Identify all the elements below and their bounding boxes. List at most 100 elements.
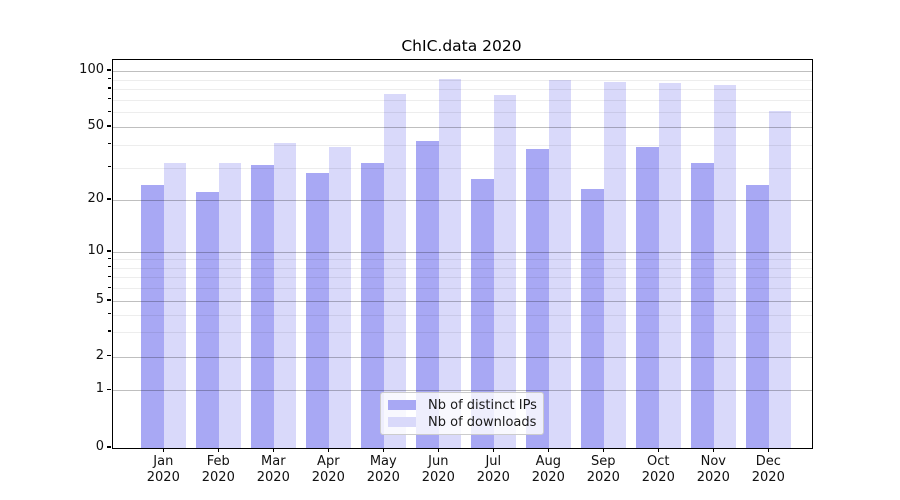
x-tick-label-aug: Aug 2020 <box>531 454 565 485</box>
y-tick-0 <box>106 446 111 448</box>
y-minor-tick-6 <box>108 286 111 288</box>
gridline-major-10 <box>113 252 812 253</box>
y-minor-tick-8 <box>108 266 111 268</box>
gridline-minor-8 <box>113 267 812 269</box>
y-minor-tick-9 <box>108 257 111 260</box>
y-minor-tick-60 <box>108 110 111 112</box>
x-tick-jun <box>437 448 439 453</box>
gridline-major-5 <box>113 301 812 302</box>
gridline-minor-9 <box>113 259 812 261</box>
y-tick-5 <box>106 299 111 301</box>
y-tick-label-20: 20 <box>87 191 104 206</box>
legend-label-downloads: Nb of downloads <box>428 414 537 430</box>
bar-ips-jul <box>471 179 495 448</box>
legend: Nb of distinct IPs Nb of downloads <box>380 392 544 435</box>
gridline-minor-7 <box>113 277 812 279</box>
x-tick-label-nov: Nov 2020 <box>696 454 730 485</box>
gridline-major-20 <box>113 200 812 201</box>
y-minor-tick-7 <box>108 275 111 277</box>
y-minor-tick-90 <box>108 77 111 80</box>
x-tick-dec <box>767 448 769 453</box>
x-tick-label-dec: Dec 2020 <box>751 454 785 485</box>
y-tick-label-0: 0 <box>95 439 104 454</box>
x-tick-label-jan: Jan 2020 <box>146 454 180 485</box>
bar-ips-aug <box>526 148 550 448</box>
x-tick-jan <box>162 448 164 453</box>
y-minor-tick-30 <box>108 166 111 168</box>
y-minor-tick-40 <box>108 143 111 145</box>
y-minor-tick-80 <box>108 87 111 89</box>
y-tick-10 <box>106 250 111 252</box>
bar-downloads-feb <box>219 162 242 448</box>
x-tick-label-apr: Apr 2020 <box>311 454 345 485</box>
x-tick-label-sep: Sep 2020 <box>586 454 620 485</box>
bar-downloads-apr <box>329 146 352 448</box>
legend-swatch-downloads <box>388 417 416 427</box>
x-tick-sep <box>602 448 604 453</box>
legend-label-distinct-ips: Nb of distinct IPs <box>428 397 537 413</box>
bar-downloads-nov <box>714 85 737 448</box>
bar-ips-nov <box>691 162 715 448</box>
plot-area <box>112 59 813 449</box>
bar-ips-feb <box>196 192 220 448</box>
gridline-minor-30 <box>113 167 812 169</box>
x-tick-aug <box>547 448 549 453</box>
bar-ips-dec <box>746 185 770 448</box>
legend-swatch-distinct-ips <box>388 400 416 410</box>
bar-ips-mar <box>251 165 275 448</box>
x-tick-label-mar: Mar 2020 <box>256 454 290 485</box>
x-tick-oct <box>657 448 659 453</box>
x-tick-label-jul: Jul 2020 <box>476 454 510 485</box>
gridline-major-100 <box>113 71 812 72</box>
x-tick-may <box>382 448 384 453</box>
chart-title: ChIC.data 2020 <box>401 37 522 55</box>
gridline-major-50 <box>113 127 812 128</box>
bar-downloads-may <box>384 94 407 448</box>
y-tick-100 <box>106 69 111 71</box>
bar-downloads-jun <box>439 78 462 448</box>
bar-ips-jun <box>416 140 440 448</box>
x-tick-feb <box>217 448 219 453</box>
x-tick-label-may: May 2020 <box>366 454 400 485</box>
y-tick-20 <box>106 198 111 200</box>
gridline-major-2 <box>113 356 812 358</box>
gridline-minor-3 <box>113 332 812 334</box>
x-tick-mar <box>272 448 274 453</box>
bar-ips-sep <box>581 188 605 448</box>
y-tick-label-100: 100 <box>79 62 104 77</box>
gridline-minor-80 <box>113 89 812 91</box>
y-tick-label-50: 50 <box>87 118 104 133</box>
gridline-minor-40 <box>113 144 812 146</box>
x-tick-label-jun: Jun 2020 <box>421 454 455 485</box>
y-tick-50 <box>106 125 111 127</box>
legend-item-distinct-ips: Nb of distinct IPs <box>388 397 537 413</box>
gridline-minor-60 <box>113 112 812 114</box>
y-minor-tick-4 <box>108 312 111 315</box>
bar-downloads-sep <box>604 82 627 448</box>
y-minor-tick-70 <box>108 98 111 100</box>
x-tick-jul <box>492 448 494 453</box>
bar-downloads-oct <box>659 83 682 448</box>
y-tick-label-5: 5 <box>95 292 104 307</box>
gridline-major-1 <box>113 390 812 392</box>
y-tick-2 <box>106 355 111 357</box>
y-tick-label-1: 1 <box>95 381 104 397</box>
x-tick-label-feb: Feb 2020 <box>201 454 235 485</box>
gridline-minor-4 <box>113 314 812 316</box>
gridline-minor-6 <box>113 288 812 290</box>
bar-downloads-aug <box>549 80 572 448</box>
x-tick-nov <box>712 448 714 453</box>
legend-item-downloads: Nb of downloads <box>388 414 537 430</box>
y-tick-1 <box>106 388 111 390</box>
bar-ips-apr <box>306 173 330 448</box>
y-tick-label-2: 2 <box>95 347 104 363</box>
gridline-minor-90 <box>113 79 812 81</box>
bar-ips-jan <box>141 185 165 448</box>
bar-ips-oct <box>636 146 660 448</box>
x-tick-label-oct: Oct 2020 <box>641 454 675 485</box>
bar-ips-may <box>361 162 385 448</box>
bar-downloads-jul <box>494 95 517 448</box>
y-minor-tick-3 <box>108 330 111 332</box>
bar-downloads-mar <box>274 142 297 448</box>
x-tick-apr <box>327 448 329 453</box>
